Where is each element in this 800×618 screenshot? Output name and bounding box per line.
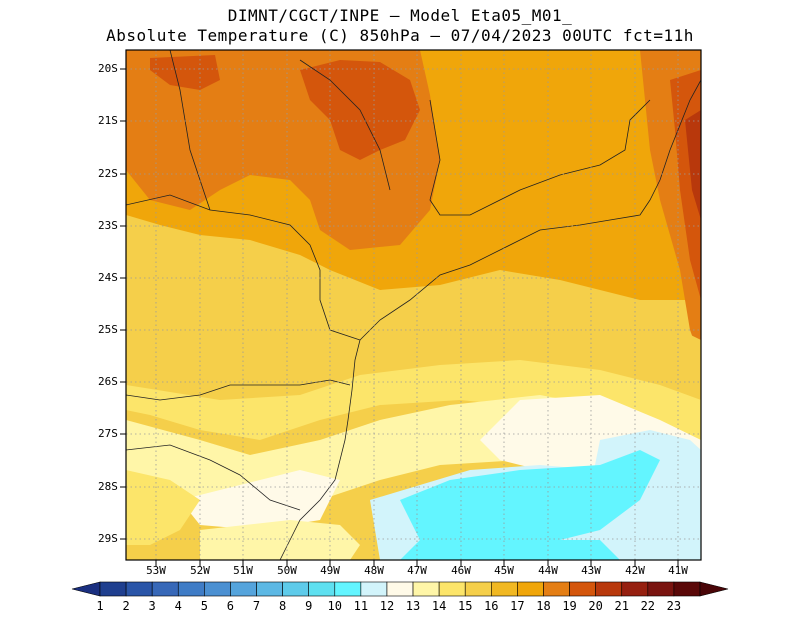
colorbar-tick-label: 10: [327, 599, 342, 613]
lat-label: 23S: [98, 219, 118, 232]
colorbar-tick-label: 18: [536, 599, 551, 613]
lon-label: 45W: [494, 564, 514, 577]
colorbar-tick-label: 16: [484, 599, 499, 613]
lon-label: 41W: [668, 564, 688, 577]
lon-label: 48W: [364, 564, 384, 577]
map-frame: [125, 49, 702, 561]
colorbar-swatch: [151, 581, 179, 597]
lat-label: 29S: [98, 532, 118, 545]
colorbar-swatch: [230, 581, 257, 597]
colorbar-swatch: [386, 581, 414, 597]
colorbar-swatch: [595, 581, 623, 597]
colorbar-swatch: [569, 581, 596, 597]
lon-label: 47W: [407, 564, 427, 577]
lon-label: 42W: [625, 564, 645, 577]
colorbar-tick-label: 19: [562, 599, 577, 613]
coastline-and-borders: [126, 50, 701, 560]
colorbar-swatch: [282, 581, 309, 597]
lon-label: 52W: [190, 564, 210, 577]
lon-label: 43W: [581, 564, 601, 577]
colorbar-swatch: [647, 581, 675, 597]
lon-label: 50W: [277, 564, 297, 577]
lat-label: 26S: [98, 375, 118, 388]
colorbar-tick-label: 2: [122, 599, 130, 613]
lon-label: 49W: [320, 564, 340, 577]
lon-label: 46W: [451, 564, 471, 577]
colorbar-tick-label: 4: [174, 599, 182, 613]
map-title-line-1: DIMNT/CGCT/INPE – Model Eta05_M01_: [227, 6, 573, 25]
colorbar-over-arrow: [699, 581, 729, 597]
colorbar-tick-label: 9: [305, 599, 313, 613]
colorbar-swatch: [99, 581, 127, 597]
colorbar-tick-label: 5: [200, 599, 208, 613]
colorbar-tick-label: 13: [405, 599, 421, 613]
colorbar-tick-label: 6: [226, 599, 235, 613]
colorbar-under-arrow: [71, 581, 101, 597]
colorbar-swatch: [491, 581, 518, 597]
colorbar-tick-label: 17: [510, 599, 525, 613]
lon-label: 44W: [538, 564, 558, 577]
colorbar-tick-label: 11: [353, 599, 369, 613]
lon-label: 53W: [146, 564, 166, 577]
lat-label: 24S: [98, 271, 118, 284]
colorbar-swatch: [334, 581, 362, 597]
colorbar-swatch: [360, 581, 388, 597]
colorbar-swatch: [204, 581, 231, 597]
lat-label: 22S: [98, 167, 118, 180]
colorbar-swatch: [256, 581, 283, 597]
colorbar-tick-label: 12: [379, 599, 395, 613]
axis-ticks: [120, 68, 679, 566]
colorbar-tick-label: 20: [588, 599, 603, 613]
map-title-line-2: Absolute Temperature (C) 850hPa – 07/04/…: [106, 26, 694, 45]
colorbar-swatch: [543, 581, 570, 597]
colorbar-tick-label: 8: [278, 599, 287, 613]
colorbar: [71, 581, 729, 597]
colorbar-swatch: [438, 581, 466, 597]
colorbar-tick-label: 14: [431, 599, 447, 613]
lon-label: 51W: [233, 564, 253, 577]
colorbar-swatch: [412, 581, 440, 597]
lat-label: 20S: [98, 62, 118, 75]
colorbar-tick-label: 3: [148, 599, 156, 613]
lat-label: 21S: [98, 114, 118, 127]
colorbar-swatch: [673, 581, 701, 597]
colorbar-swatch: [177, 581, 205, 597]
colorbar-tick-label: 15: [457, 599, 473, 613]
colorbar-tick-label: 22: [640, 599, 656, 613]
colorbar-swatch: [621, 581, 649, 597]
colorbar-swatch: [308, 581, 336, 597]
colorbar-tick-label: 7: [252, 599, 261, 613]
colorbar-swatch: [125, 581, 153, 597]
colorbar-swatch: [517, 581, 544, 597]
colorbar-tick-label: 1: [96, 599, 104, 613]
lat-label: 28S: [98, 480, 118, 493]
colorbar-tick-label: 23: [666, 599, 682, 613]
colorbar-swatch: [464, 581, 492, 597]
lat-label: 25S: [98, 323, 118, 336]
lat-label: 27S: [98, 427, 118, 440]
colorbar-tick-label: 21: [614, 599, 629, 613]
graticule: [126, 50, 701, 560]
temperature-field: [126, 50, 701, 560]
